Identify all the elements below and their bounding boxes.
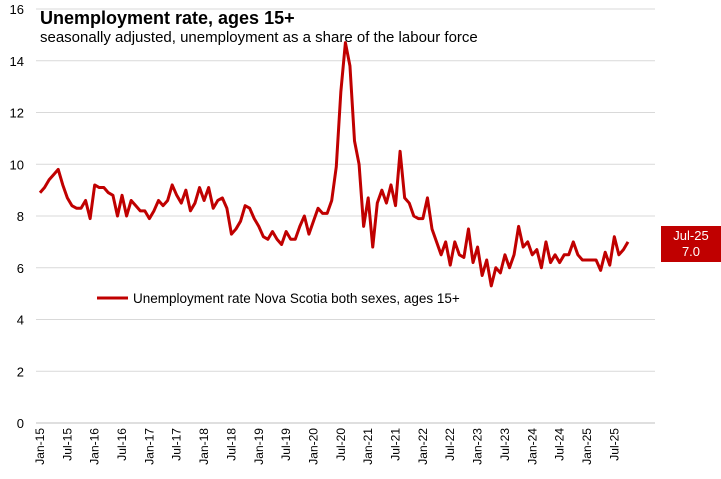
y-tick-label: 4: [17, 313, 24, 328]
x-tick-label: Jan-25: [580, 428, 594, 465]
series-line-nova-scotia: [38, 41, 630, 288]
legend: Unemployment rate Nova Scotia both sexes…: [97, 291, 460, 306]
series-layer: [38, 41, 630, 288]
y-tick-label: 14: [10, 54, 24, 69]
y-tick-label: 8: [17, 209, 24, 224]
chart-title: Unemployment rate, ages 15+: [40, 8, 295, 28]
x-tick-label: Jan-22: [416, 428, 430, 465]
x-tick-label: Jan-15: [33, 428, 47, 465]
x-tick-label: Jul-22: [443, 428, 457, 461]
x-tick-label: Jul-20: [334, 428, 348, 461]
x-tick-label: Jul-16: [115, 428, 129, 461]
x-tick-label: Jul-24: [553, 428, 567, 461]
x-tick-label: Jul-15: [60, 428, 74, 461]
x-tick-label: Jan-17: [142, 428, 156, 465]
callout-date: Jul-25: [673, 228, 709, 243]
latest-value-callout: Jul-25 7.0: [661, 226, 721, 262]
x-tick-label: Jan-16: [88, 428, 102, 465]
y-tick-label: 10: [10, 157, 24, 172]
x-tick-label: Jan-24: [525, 428, 539, 465]
x-tick-label: Jul-23: [498, 428, 512, 461]
y-tick-label: 0: [17, 416, 24, 431]
x-tick-label: Jul-17: [170, 428, 184, 461]
x-tick-label: Jul-21: [389, 428, 403, 461]
y-axis-tick-labels: 0 2 4 6 8 10 12 14 16: [10, 2, 24, 431]
x-tick-label: Jan-19: [252, 428, 266, 465]
x-tick-label: Jul-18: [224, 428, 238, 461]
y-tick-label: 2: [17, 364, 24, 379]
y-tick-label: 6: [17, 261, 24, 276]
callout-value: 7.0: [681, 244, 701, 259]
x-tick-label: Jul-25: [607, 428, 621, 461]
y-tick-label: 12: [10, 106, 24, 121]
chart-subtitle: seasonally adjusted, unemployment as a s…: [40, 29, 478, 46]
x-tick-label: Jan-18: [197, 428, 211, 465]
x-axis-tick-labels: Jan-15 Jul-15 Jan-16 Jul-16 Jan-17 Jul-17 Jan-…: [33, 428, 621, 465]
x-tick-label: Jan-21: [361, 428, 375, 465]
x-tick-label: Jul-19: [279, 428, 293, 461]
x-tick-label: Jan-20: [306, 428, 320, 465]
legend-label: Unemployment rate Nova Scotia both sexes…: [133, 291, 460, 306]
y-tick-label: 16: [10, 2, 24, 17]
gridlines: [36, 8, 655, 424]
x-tick-label: Jan-23: [471, 428, 485, 465]
